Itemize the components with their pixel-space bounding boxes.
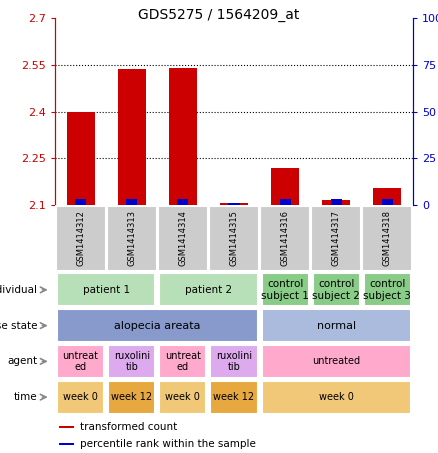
Text: week 0: week 0 — [63, 392, 98, 402]
Text: normal: normal — [317, 321, 356, 331]
Bar — [211, 345, 258, 378]
Bar — [159, 274, 258, 306]
Bar — [261, 274, 309, 306]
Bar — [311, 206, 361, 271]
Bar — [279, 199, 291, 205]
Text: ruxolini
tib: ruxolini tib — [113, 351, 150, 372]
Text: control
subject 3: control subject 3 — [364, 279, 411, 301]
Text: untreated: untreated — [312, 357, 360, 366]
Text: alopecia areata: alopecia areata — [114, 321, 201, 331]
Bar — [261, 309, 411, 342]
Text: GSM1414313: GSM1414313 — [127, 211, 136, 266]
Text: disease state: disease state — [0, 321, 37, 331]
Text: individual: individual — [0, 285, 37, 295]
Bar — [57, 381, 104, 414]
Bar — [382, 199, 393, 205]
Bar — [169, 68, 197, 205]
Bar — [220, 203, 248, 205]
Text: GSM1414317: GSM1414317 — [332, 211, 341, 266]
Bar — [59, 426, 74, 428]
Text: untreat
ed: untreat ed — [63, 351, 99, 372]
Text: patient 2: patient 2 — [185, 285, 232, 295]
Bar — [322, 200, 350, 205]
Bar — [126, 199, 138, 205]
Bar — [209, 206, 259, 271]
Bar — [159, 381, 206, 414]
Bar — [108, 381, 155, 414]
Bar — [67, 111, 95, 205]
Bar — [57, 274, 155, 306]
Bar — [331, 199, 342, 205]
Bar — [158, 206, 208, 271]
Bar — [56, 206, 106, 271]
Text: GSM1414312: GSM1414312 — [76, 211, 85, 266]
Text: GSM1414318: GSM1414318 — [383, 211, 392, 266]
Text: percentile rank within the sample: percentile rank within the sample — [80, 439, 256, 449]
Text: GDS5275 / 1564209_at: GDS5275 / 1564209_at — [138, 8, 300, 22]
Bar — [159, 345, 206, 378]
Text: transformed count: transformed count — [80, 422, 177, 432]
Text: patient 1: patient 1 — [83, 285, 130, 295]
Bar — [118, 69, 146, 205]
Text: GSM1414315: GSM1414315 — [230, 211, 239, 266]
Text: week 12: week 12 — [213, 392, 254, 402]
Bar — [261, 381, 411, 414]
Bar — [271, 168, 299, 205]
Text: control
subject 2: control subject 2 — [312, 279, 360, 301]
Bar — [261, 345, 411, 378]
Text: GSM1414316: GSM1414316 — [281, 211, 290, 266]
Bar — [362, 206, 413, 271]
Text: untreat
ed: untreat ed — [165, 351, 201, 372]
Bar — [177, 199, 188, 205]
Text: time: time — [14, 392, 37, 402]
Bar — [364, 274, 411, 306]
Bar — [75, 199, 86, 205]
Bar — [108, 345, 155, 378]
Bar — [313, 274, 360, 306]
Bar — [107, 206, 157, 271]
Text: ruxolini
tib: ruxolini tib — [216, 351, 252, 372]
Text: week 0: week 0 — [319, 392, 354, 402]
Text: control
subject 1: control subject 1 — [261, 279, 309, 301]
Bar — [260, 206, 310, 271]
Bar — [59, 443, 74, 445]
Bar — [57, 309, 258, 342]
Bar — [57, 345, 104, 378]
Bar — [211, 381, 258, 414]
Text: agent: agent — [7, 357, 37, 366]
Bar — [228, 203, 240, 205]
Bar — [373, 188, 402, 205]
Text: GSM1414314: GSM1414314 — [178, 211, 187, 266]
Text: week 0: week 0 — [166, 392, 200, 402]
Text: week 12: week 12 — [111, 392, 152, 402]
